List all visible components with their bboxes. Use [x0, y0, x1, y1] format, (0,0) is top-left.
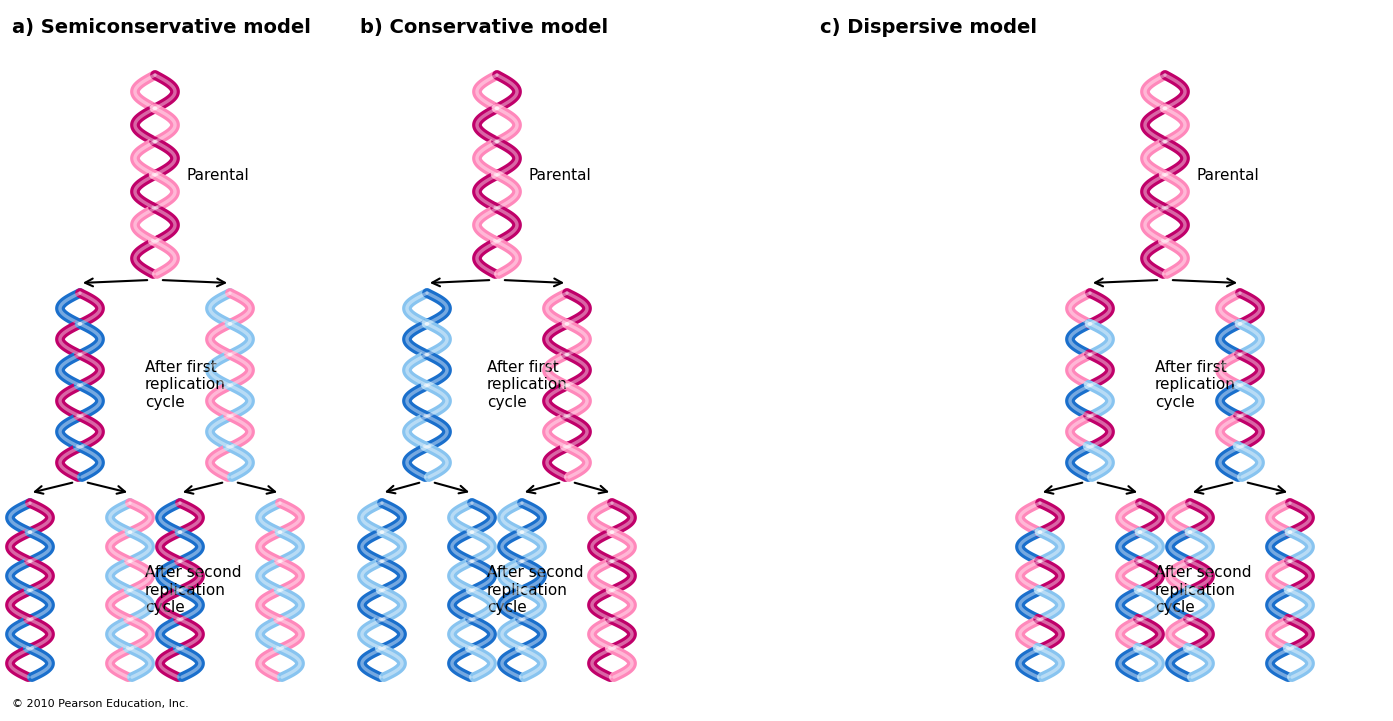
- Text: Parental: Parental: [529, 167, 592, 182]
- Text: b) Conservative model: b) Conservative model: [359, 18, 609, 37]
- Text: a) Semiconservative model: a) Semiconservative model: [13, 18, 311, 37]
- Text: Parental: Parental: [1197, 167, 1259, 182]
- Text: After first
replication
cycle: After first replication cycle: [1155, 360, 1236, 410]
- Text: © 2010 Pearson Education, Inc.: © 2010 Pearson Education, Inc.: [13, 699, 188, 709]
- Text: Parental: Parental: [187, 167, 249, 182]
- Text: After first
replication
cycle: After first replication cycle: [145, 360, 226, 410]
- Text: After second
replication
cycle: After second replication cycle: [488, 565, 584, 615]
- Text: c) Dispersive model: c) Dispersive model: [820, 18, 1036, 37]
- Text: After second
replication
cycle: After second replication cycle: [1155, 565, 1251, 615]
- Text: After first
replication
cycle: After first replication cycle: [488, 360, 568, 410]
- Text: After second
replication
cycle: After second replication cycle: [145, 565, 241, 615]
